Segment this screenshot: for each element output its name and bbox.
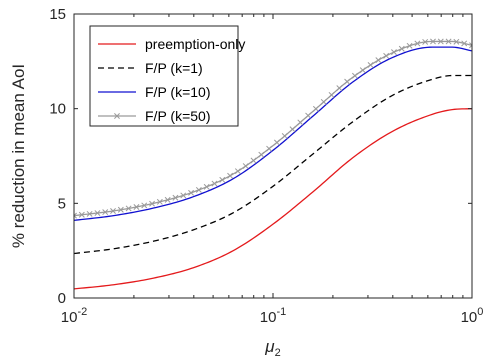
series-3-marker xyxy=(351,72,358,79)
series-3-marker xyxy=(281,133,288,139)
y-tick-label: 5 xyxy=(58,195,66,212)
series-3-marker xyxy=(297,119,304,126)
series-3-marker xyxy=(110,208,116,214)
series-3-marker xyxy=(328,91,335,98)
series-3-marker xyxy=(133,204,140,210)
x-tick-label: 100 xyxy=(461,306,484,326)
legend-box xyxy=(89,25,239,127)
x-tick-label: 10-2 xyxy=(61,306,87,326)
series-line-0 xyxy=(74,108,472,290)
series-3-marker xyxy=(227,172,234,179)
series-3-marker xyxy=(156,198,163,205)
legend-label-3: F/P (k=50) xyxy=(145,108,211,124)
y-tick-label: 15 xyxy=(49,6,66,23)
series-3-marker xyxy=(305,112,312,119)
x-axis-title-subscript: 2 xyxy=(275,347,281,359)
series-3-marker xyxy=(359,67,366,74)
y-tick-label: 0 xyxy=(58,290,66,307)
series-3-marker xyxy=(172,194,179,201)
series-3-marker xyxy=(453,38,460,45)
series-3-marker xyxy=(149,200,155,207)
series-3-marker xyxy=(320,98,327,105)
series-3-marker xyxy=(86,210,93,217)
legend-label-0: preemption-only xyxy=(145,36,245,52)
series-3-marker xyxy=(461,40,468,47)
series-3-marker xyxy=(188,189,195,196)
legend-label-1: F/P (k=1) xyxy=(145,60,203,76)
x-axis-title-base: μ xyxy=(264,337,275,356)
series-3-marker xyxy=(430,38,436,45)
series-3-marker xyxy=(414,40,421,47)
series-3-marker xyxy=(74,212,77,219)
y-axis-title: % reduction in mean AoI xyxy=(9,64,28,248)
series-3-marker xyxy=(266,145,273,152)
legend-label-2: F/P (k=10) xyxy=(145,84,211,100)
series-3-marker xyxy=(219,176,226,183)
series-3-marker xyxy=(211,180,218,187)
series-3-marker xyxy=(367,61,374,68)
series-3-marker xyxy=(391,49,397,56)
x-tick-label: 10-1 xyxy=(260,306,286,326)
legend-marker-3 xyxy=(114,113,120,119)
series-3-marker xyxy=(234,168,241,175)
series-3-marker xyxy=(469,42,472,49)
series-line-3 xyxy=(74,40,472,217)
series-3-marker xyxy=(203,183,210,190)
series-3-marker xyxy=(141,202,148,209)
series-3-marker xyxy=(94,210,101,216)
y-tick-label: 10 xyxy=(49,101,66,118)
series-3-marker xyxy=(398,45,405,52)
series-3-marker xyxy=(406,42,413,49)
series-3-marker xyxy=(289,126,296,133)
series-3-marker xyxy=(117,206,124,213)
x-axis-title: μ2 xyxy=(264,337,280,359)
series-3-marker xyxy=(445,38,452,45)
series-3-marker xyxy=(312,105,319,112)
series-3-marker xyxy=(344,78,351,85)
series-3-marker xyxy=(250,157,257,164)
series-3-marker xyxy=(383,52,390,59)
series-3-marker xyxy=(273,139,280,146)
series-3-marker xyxy=(375,57,382,64)
series-line-1 xyxy=(74,74,472,255)
series-3-marker xyxy=(258,151,265,158)
series-3-marker xyxy=(336,85,343,92)
series-3-marker xyxy=(102,209,109,216)
series-3-marker xyxy=(180,192,187,199)
series-3-marker xyxy=(422,38,429,45)
series-3-marker xyxy=(78,211,85,218)
series-3-marker xyxy=(125,205,132,212)
series-3-marker xyxy=(164,196,171,203)
series-3-marker xyxy=(437,38,444,45)
series-3-marker xyxy=(195,186,202,193)
series-line-2 xyxy=(74,46,472,222)
series-3-marker xyxy=(242,163,249,169)
